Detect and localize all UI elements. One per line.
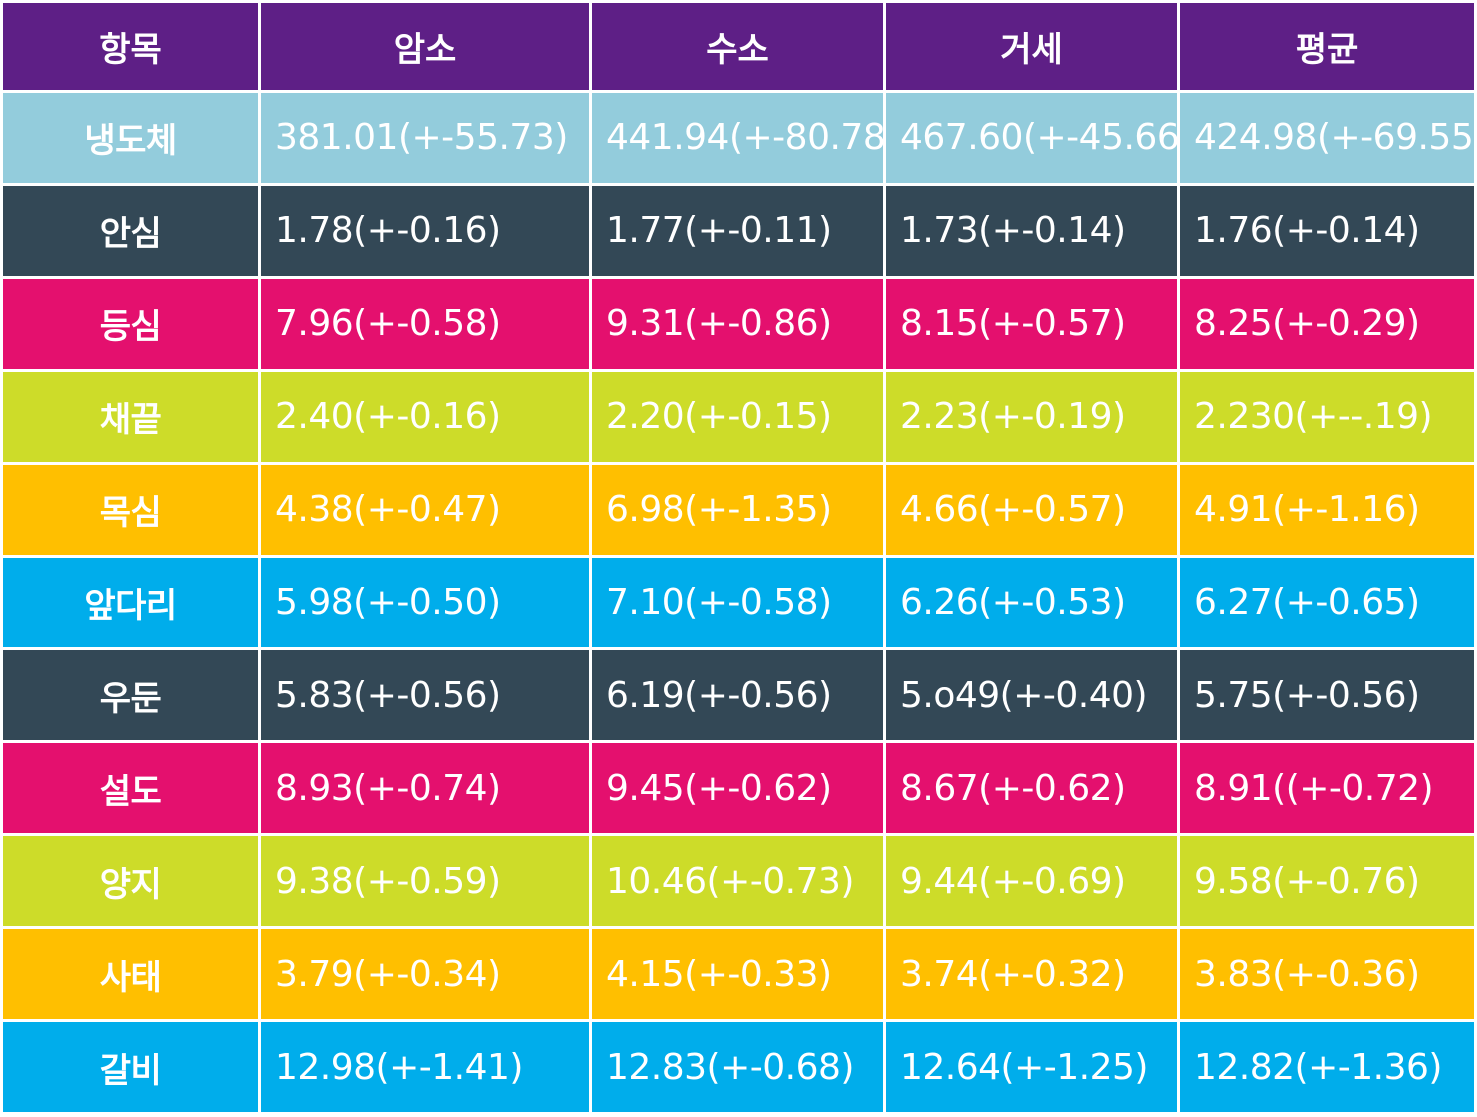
value-cell: 4.91(+-1.16) xyxy=(1177,461,1477,558)
table-row: 앞다리 5.98(+-0.50) 7.10(+-0.58) 6.26(+-0.53) 6… xyxy=(0,554,1477,651)
table-row: 목심 4.38(+-0.47) 6.98(+-1.35) 4.66(+-0.57) 4.… xyxy=(0,461,1477,558)
value-cell: 441.94(+-80.78) xyxy=(589,90,886,186)
header-cell-steer: 거세 xyxy=(883,0,1180,93)
value-cell: 7.10(+-0.58) xyxy=(589,554,886,651)
value-cell: 2.230(+--.19) xyxy=(1177,368,1477,465)
value-cell: 3.83(+-0.36) xyxy=(1177,926,1477,1023)
value-cell: 3.74(+-0.32) xyxy=(883,926,1180,1023)
row-label-cell: 냉도체 xyxy=(0,90,261,186)
value-cell: 8.91((+-0.72) xyxy=(1177,740,1477,837)
table-body: 냉도체 381.01(+-55.73) 441.94(+-80.78) 467.60(… xyxy=(0,90,1477,1115)
row-label-cell: 우둔 xyxy=(0,647,261,744)
row-label-cell: 목심 xyxy=(0,461,261,558)
table-row: 냉도체 381.01(+-55.73) 441.94(+-80.78) 467.60(… xyxy=(0,90,1477,186)
value-cell: 6.19(+-0.56) xyxy=(589,647,886,744)
row-label-cell: 설도 xyxy=(0,740,261,837)
value-cell: 9.44(+-0.69) xyxy=(883,833,1180,930)
value-cell: 4.66(+-0.57) xyxy=(883,461,1180,558)
table-row: 갈비 12.98(+-1.41) 12.83(+-0.68) 12.64(+-1.25… xyxy=(0,1019,1477,1115)
row-label-cell: 채끝 xyxy=(0,368,261,465)
row-label-cell: 갈비 xyxy=(0,1019,261,1115)
value-cell: 1.77(+-0.11) xyxy=(589,182,886,279)
value-cell: 8.25(+-0.29) xyxy=(1177,275,1477,372)
value-cell: 12.82(+-1.36) xyxy=(1177,1019,1477,1115)
value-cell: 4.38(+-0.47) xyxy=(258,461,592,558)
header-cell-item: 항목 xyxy=(0,0,261,93)
value-cell: 424.98(+-69.55) xyxy=(1177,90,1477,186)
value-cell: 6.26(+-0.53) xyxy=(883,554,1180,651)
value-cell: 1.73(+-0.14) xyxy=(883,182,1180,279)
value-cell: 3.79(+-0.34) xyxy=(258,926,592,1023)
header-cell-cow: 암소 xyxy=(258,0,592,93)
value-cell: 2.20(+-0.15) xyxy=(589,368,886,465)
value-cell: 8.67(+-0.62) xyxy=(883,740,1180,837)
value-cell: 8.93(+-0.74) xyxy=(258,740,592,837)
value-cell: 7.96(+-0.58) xyxy=(258,275,592,372)
value-cell: 1.76(+-0.14) xyxy=(1177,182,1477,279)
value-cell: 2.40(+-0.16) xyxy=(258,368,592,465)
table-row: 사태 3.79(+-0.34) 4.15(+-0.33) 3.74(+-0.32) 3.… xyxy=(0,926,1477,1023)
value-cell: 5.o49(+-0.40) xyxy=(883,647,1180,744)
value-cell: 9.31(+-0.86) xyxy=(589,275,886,372)
value-cell: 10.46(+-0.73) xyxy=(589,833,886,930)
row-label-cell: 사태 xyxy=(0,926,261,1023)
value-cell: 5.83(+-0.56) xyxy=(258,647,592,744)
value-cell: 6.27(+-0.65) xyxy=(1177,554,1477,651)
table-row: 등심 7.96(+-0.58) 9.31(+-0.86) 8.15(+-0.57) 8.… xyxy=(0,275,1477,372)
value-cell: 8.15(+-0.57) xyxy=(883,275,1180,372)
value-cell: 467.60(+-45.66) xyxy=(883,90,1180,186)
value-cell: 5.75(+-0.56) xyxy=(1177,647,1477,744)
value-cell: 381.01(+-55.73) xyxy=(258,90,592,186)
row-label-cell: 양지 xyxy=(0,833,261,930)
value-cell: 1.78(+-0.16) xyxy=(258,182,592,279)
row-label-cell: 앞다리 xyxy=(0,554,261,651)
value-cell: 9.38(+-0.59) xyxy=(258,833,592,930)
header-row: 항목 암소 수소 거세 평균 xyxy=(0,0,1477,93)
value-cell: 6.98(+-1.35) xyxy=(589,461,886,558)
row-label-cell: 안심 xyxy=(0,182,261,279)
value-cell: 12.64(+-1.25) xyxy=(883,1019,1180,1115)
value-cell: 9.58(+-0.76) xyxy=(1177,833,1477,930)
value-cell: 12.98(+-1.41) xyxy=(258,1019,592,1115)
table-row: 안심 1.78(+-0.16) 1.77(+-0.11) 1.73(+-0.14) 1.… xyxy=(0,182,1477,279)
value-cell: 5.98(+-0.50) xyxy=(258,554,592,651)
header-cell-bull: 수소 xyxy=(589,0,886,93)
table-row: 채끝 2.40(+-0.16) 2.20(+-0.15) 2.23(+-0.19) 2.… xyxy=(0,368,1477,465)
value-cell: 4.15(+-0.33) xyxy=(589,926,886,1023)
table-row: 설도 8.93(+-0.74) 9.45(+-0.62) 8.67(+-0.62) 8.… xyxy=(0,740,1477,837)
value-cell: 12.83(+-0.68) xyxy=(589,1019,886,1115)
row-label-cell: 등심 xyxy=(0,275,261,372)
value-cell: 2.23(+-0.19) xyxy=(883,368,1180,465)
table-row: 우둔 5.83(+-0.56) 6.19(+-0.56) 5.o49(+-0.40) 5… xyxy=(0,647,1477,744)
value-cell: 9.45(+-0.62) xyxy=(589,740,886,837)
table-row: 양지 9.38(+-0.59) 10.46(+-0.73) 9.44(+-0.69) 9… xyxy=(0,833,1477,930)
header-cell-average: 평균 xyxy=(1177,0,1477,93)
